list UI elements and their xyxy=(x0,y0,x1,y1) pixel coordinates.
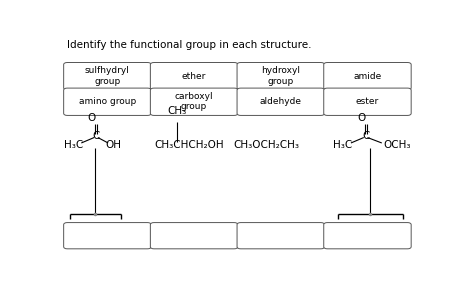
Text: ester: ester xyxy=(356,97,379,106)
FancyBboxPatch shape xyxy=(150,88,238,115)
Text: OCH₃: OCH₃ xyxy=(383,139,411,149)
FancyBboxPatch shape xyxy=(64,223,151,249)
Text: Identify the functional group in each structure.: Identify the functional group in each st… xyxy=(67,39,312,49)
FancyBboxPatch shape xyxy=(64,88,151,115)
Text: carboxyl
group: carboxyl group xyxy=(175,92,213,111)
FancyBboxPatch shape xyxy=(237,62,325,90)
Text: CH₃OCH₂CH₃: CH₃OCH₂CH₃ xyxy=(234,139,300,149)
Text: O: O xyxy=(87,113,96,123)
Text: ether: ether xyxy=(182,72,206,81)
Text: C: C xyxy=(92,131,100,141)
Text: CH₃CHCH₂OH: CH₃CHCH₂OH xyxy=(155,139,225,149)
Text: aldehyde: aldehyde xyxy=(260,97,302,106)
FancyBboxPatch shape xyxy=(237,88,325,115)
Text: OH: OH xyxy=(106,139,122,149)
Text: H₃C: H₃C xyxy=(64,139,83,149)
FancyBboxPatch shape xyxy=(64,62,151,90)
FancyBboxPatch shape xyxy=(237,223,325,249)
Text: hydroxyl
group: hydroxyl group xyxy=(261,66,300,86)
Text: sulfhydryl
group: sulfhydryl group xyxy=(85,66,130,86)
FancyBboxPatch shape xyxy=(324,62,411,90)
FancyBboxPatch shape xyxy=(150,62,238,90)
FancyBboxPatch shape xyxy=(324,223,411,249)
Text: C: C xyxy=(362,131,369,141)
Text: amide: amide xyxy=(353,72,382,81)
FancyBboxPatch shape xyxy=(324,88,411,115)
Text: H₃C: H₃C xyxy=(333,139,353,149)
Text: CH₃: CH₃ xyxy=(167,106,186,116)
FancyBboxPatch shape xyxy=(150,223,238,249)
Text: amino group: amino group xyxy=(79,97,136,106)
Text: O: O xyxy=(357,113,365,123)
